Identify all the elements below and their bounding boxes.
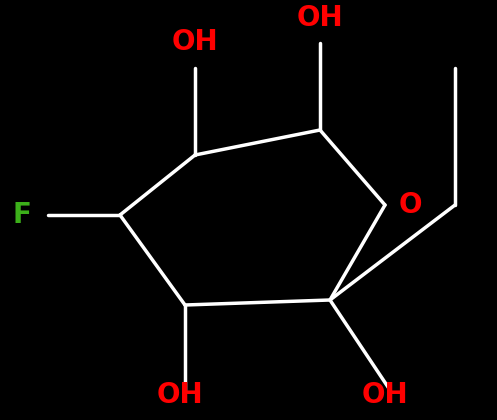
Text: OH: OH — [171, 28, 218, 56]
Text: OH: OH — [157, 381, 203, 409]
Text: O: O — [398, 191, 422, 219]
Text: F: F — [12, 201, 31, 229]
Text: OH: OH — [362, 381, 409, 409]
Text: OH: OH — [297, 4, 343, 32]
